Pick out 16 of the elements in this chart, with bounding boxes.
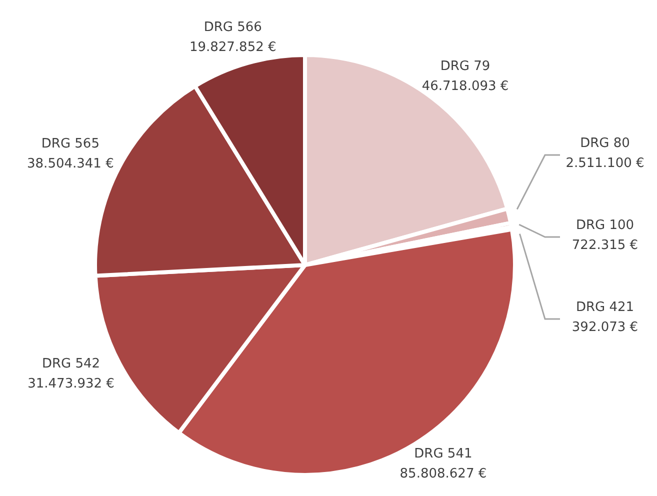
data-label: 722.315 € <box>572 238 638 253</box>
slice-label: DRG 100 <box>576 218 634 233</box>
slice-label: DRG 421 <box>576 300 634 315</box>
data-label: 31.473.932 € <box>28 376 114 392</box>
slice-label: DRG 79 <box>440 58 490 74</box>
data-label: 2.511.100 € <box>566 156 644 171</box>
slice-label: DRG 542 <box>42 356 100 372</box>
data-label: 38.504.341 € <box>27 156 114 172</box>
slice-label: DRG 80 <box>580 136 630 151</box>
data-label: 19.827.852 € <box>189 40 276 55</box>
slice-label: DRG 566 <box>204 20 262 35</box>
slice-label: DRG 565 <box>41 136 100 152</box>
data-label: 85.808.627 € <box>400 466 487 482</box>
data-label: 392.073 € <box>572 320 638 335</box>
data-label: 46.718.093 € <box>422 78 509 94</box>
slice-label: DRG 541 <box>414 446 472 462</box>
